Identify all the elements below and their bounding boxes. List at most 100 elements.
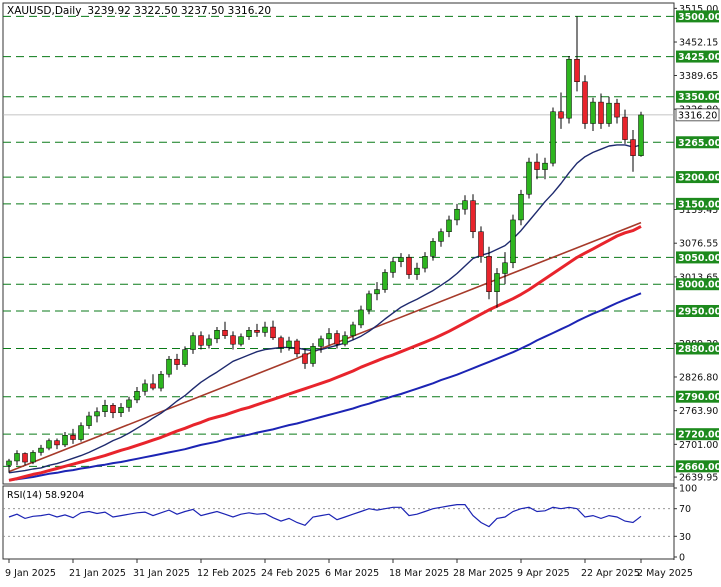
- candle-body: [118, 407, 124, 414]
- candle-body: [494, 273, 500, 292]
- candle-body: [510, 219, 516, 264]
- candle-body: [158, 373, 164, 389]
- level-label-box: [676, 10, 719, 23]
- candle-body: [550, 111, 556, 164]
- candle-body: [254, 330, 260, 333]
- candle-body: [70, 435, 76, 440]
- candle-body: [230, 335, 236, 345]
- y-tick-label: 3515.00: [679, 4, 718, 15]
- level-label-text: 3000.00: [678, 280, 721, 291]
- current-price-label: 3316.20: [678, 110, 717, 121]
- ohlc-values: 3239.92 3322.50 3237.50 3316.20: [87, 5, 271, 17]
- level-label-box: [676, 460, 719, 473]
- level-label-text: 3500.00: [678, 12, 721, 23]
- candle-body: [518, 193, 524, 221]
- candle-body: [422, 256, 428, 269]
- level-label-text: 3265.00: [678, 138, 721, 149]
- y-tick-label: 3076.55: [679, 239, 718, 250]
- candle-body: [350, 324, 356, 336]
- y-tick-label: 2826.80: [679, 372, 718, 383]
- x-tick-label: 18 Mar 2025: [389, 568, 449, 579]
- candle-body: [198, 335, 204, 346]
- candle-body: [110, 405, 116, 414]
- trendline: [8, 221, 642, 473]
- level-label-box: [676, 304, 719, 317]
- candle-body: [6, 460, 12, 466]
- rsi-tick-label: 0: [679, 553, 685, 564]
- candle-body: [206, 338, 212, 346]
- y-tick-label: 3139.45: [679, 205, 718, 216]
- candle-body: [406, 257, 412, 275]
- candle-body: [398, 257, 404, 262]
- candle-body: [86, 415, 92, 426]
- candle-body: [614, 102, 620, 118]
- x-tick-label: 9 Jan 2025: [5, 568, 56, 579]
- candle-body: [382, 272, 388, 290]
- chart-header: XAUUSD,Daily 3239.92 3322.50 3237.50 3316…: [7, 5, 271, 17]
- mid-ma-line: [8, 225, 642, 482]
- candle-body: [342, 335, 348, 345]
- level-label-text: 3200.00: [678, 173, 721, 184]
- candle-body: [374, 289, 380, 295]
- rsi-line: [8, 504, 642, 528]
- fast-ma-line: [8, 144, 642, 474]
- fast-moving-average: [8, 144, 642, 474]
- level-label-box: [676, 90, 719, 103]
- candle-body: [22, 453, 28, 463]
- candle-body: [222, 330, 228, 336]
- candle-body: [566, 58, 572, 119]
- candle-body: [54, 440, 60, 446]
- candle-body: [606, 102, 612, 124]
- x-tick-label: 21 Jan 2025: [69, 568, 126, 579]
- level-label-box: [676, 50, 719, 63]
- level-label-box: [676, 278, 719, 291]
- candle-body: [150, 383, 156, 389]
- x-tick-label: 9 Apr 2025: [517, 568, 570, 579]
- rsi-tick-label: 70: [679, 504, 691, 515]
- rsi-label: RSI(14) 58.9204: [7, 490, 84, 501]
- y-tick-label: 2701.00: [679, 440, 718, 451]
- date-axis: 9 Jan 2025 21 Jan 2025 31 Jan 2025 12 Feb 2…: [5, 559, 693, 579]
- slow-moving-average: [8, 292, 642, 482]
- candle-body: [134, 391, 140, 401]
- candle-body: [334, 333, 340, 345]
- candle-body: [262, 326, 268, 333]
- current-price-box: [675, 108, 720, 122]
- candle-body: [486, 256, 492, 292]
- y-tick-label: 3389.65: [679, 71, 718, 82]
- candle-body: [478, 231, 484, 257]
- rsi-tick-label: 100: [679, 484, 697, 495]
- mid-moving-average: [8, 225, 642, 482]
- candle-body: [166, 358, 172, 375]
- candle-body: [94, 411, 100, 417]
- candle-body: [582, 81, 588, 124]
- level-label-text: 3050.00: [678, 253, 721, 264]
- x-tick-label: 31 Jan 2025: [133, 568, 190, 579]
- candle-body: [358, 309, 364, 326]
- rsi-panel: 100 70 30 0: [3, 484, 697, 564]
- level-label-box: [676, 342, 719, 355]
- y-tick-label: 2639.95: [679, 473, 718, 484]
- level-label-box: [676, 136, 719, 149]
- candle-body: [30, 452, 36, 463]
- candle-body: [390, 261, 396, 273]
- x-tick-label: 24 Feb 2025: [261, 568, 320, 579]
- candle-body: [574, 58, 580, 82]
- level-label-text: 3150.00: [678, 199, 721, 210]
- level-label-box: [676, 251, 719, 264]
- level-label-box: [676, 428, 719, 441]
- x-tick-label: 22 Apr 2025: [581, 568, 640, 579]
- level-label-text: 2660.00: [678, 462, 721, 473]
- candle-body: [286, 340, 292, 348]
- candle-body: [102, 405, 108, 412]
- candle-body: [430, 241, 436, 257]
- candle-body: [126, 399, 132, 408]
- level-label-text: 2720.00: [678, 430, 721, 441]
- candle-body: [462, 200, 468, 210]
- level-label-text: 2950.00: [678, 306, 721, 317]
- candle-body: [414, 267, 420, 275]
- candle-body: [590, 101, 596, 124]
- candle-body: [630, 139, 636, 156]
- x-tick-label: 2 May 2025: [637, 568, 693, 579]
